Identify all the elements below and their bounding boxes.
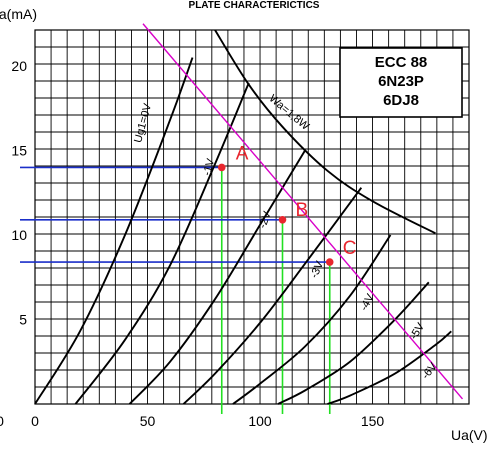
operating-point-guides: [20, 166, 331, 414]
legend-box: [339, 47, 463, 118]
y-tick-label: 5: [19, 312, 27, 328]
grid-curve: [74, 82, 250, 405]
grid-curve: [128, 150, 306, 405]
axis-ticks: 5 10 15 20 0 50 100 150 0: [0, 58, 384, 429]
curve-label: Ug1=0V: [132, 102, 154, 144]
grid-curve: [327, 330, 452, 405]
operating-points: A B C: [217, 143, 357, 266]
load-line-group: [142, 23, 464, 400]
curve-label: -2V: [257, 209, 274, 230]
tube-legend: ECC 88 6N23P 6DJ8: [339, 47, 463, 118]
operating-point-label: B: [296, 200, 309, 221]
x-axis-label: Ua(V): [451, 427, 488, 443]
legend-line: ECC 88: [375, 54, 428, 71]
x-tick-label: 0: [31, 413, 39, 429]
y-axis-label: Ia(mA): [0, 6, 37, 22]
x-tick-label: 150: [361, 413, 385, 429]
x-tick-label: 50: [140, 413, 156, 429]
operating-point-label: C: [343, 238, 357, 259]
operating-point-marker: [217, 163, 226, 172]
legend-line: 6DJ8: [383, 92, 419, 109]
anode-curves: [34, 29, 452, 405]
load-line: [142, 23, 464, 400]
y-tick-label: 20: [11, 58, 27, 74]
y-tick-label: 10: [11, 227, 27, 243]
operating-point-marker: [325, 258, 334, 266]
operating-point-marker: [278, 215, 287, 224]
grid-curve: [232, 234, 392, 405]
grid-curve: [182, 187, 363, 405]
curve-label: -1V: [201, 157, 217, 177]
chart-title: PLATE CHARACTERICTICS: [189, 0, 320, 11]
y-tick-label: 15: [11, 143, 27, 159]
max-dissipation-label: Wa=1,8W: [267, 93, 312, 134]
grid-curve: [277, 281, 430, 405]
grid-curve: [34, 57, 194, 405]
legend-line: 6N23P: [378, 73, 424, 90]
max-dissipation-curve: [214, 29, 436, 235]
origin-tick-label: 0: [0, 413, 4, 429]
operating-point-label: A: [236, 143, 249, 164]
x-tick-label: 100: [248, 413, 272, 429]
